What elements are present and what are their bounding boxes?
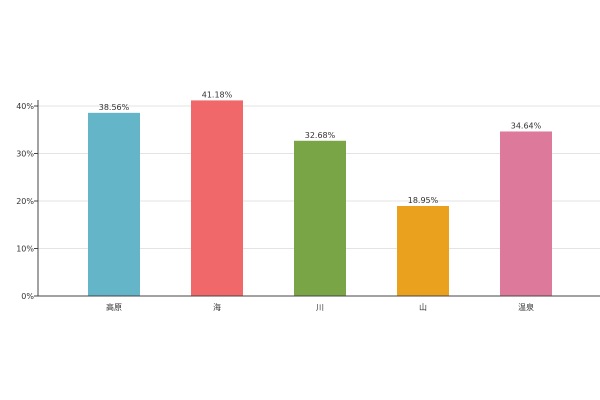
bar	[500, 131, 552, 296]
category-label: 山	[419, 302, 427, 312]
category-label: 高原	[106, 302, 122, 312]
data-label: 34.64%	[511, 121, 542, 130]
data-label: 41.18%	[202, 90, 233, 99]
data-label: 38.56%	[99, 103, 130, 112]
bar	[88, 112, 140, 296]
data-label: 18.95%	[408, 196, 439, 205]
y-tick-label: 30%	[16, 150, 34, 159]
data-labels: 38.56% 41.18% 32.68% 18.95% 34.64%	[99, 90, 542, 205]
bar	[397, 205, 449, 296]
x-axis-labels: 高原 海 川 山 温泉	[106, 302, 534, 312]
y-tick-label: 0%	[21, 292, 34, 301]
y-tick-label: 40%	[16, 102, 34, 111]
y-tick-label: 10%	[16, 245, 34, 254]
y-axis-ticks: 0% 10% 20% 30% 40%	[16, 102, 38, 301]
category-label: 温泉	[518, 302, 534, 312]
bar	[294, 140, 346, 296]
y-tick-label: 20%	[16, 197, 34, 206]
bars	[88, 100, 552, 297]
category-label: 川	[316, 303, 324, 312]
bar	[191, 100, 243, 297]
category-label: 海	[213, 302, 221, 312]
data-label: 32.68%	[305, 131, 336, 140]
